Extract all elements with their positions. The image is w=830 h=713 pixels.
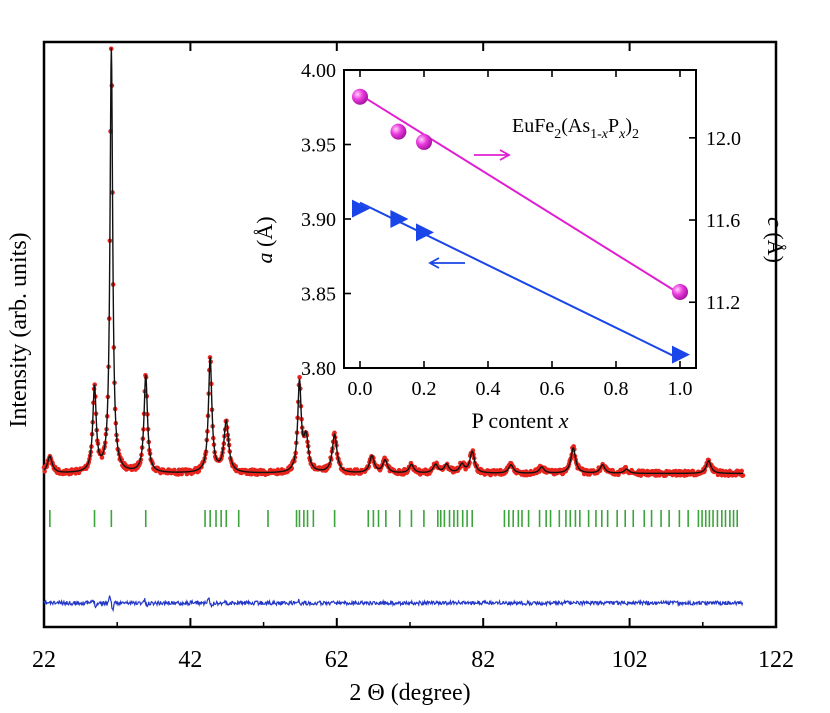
observed-point	[638, 473, 644, 478]
inset-y-tick-label: 3.85	[301, 284, 336, 306]
compound-part-p: P	[608, 115, 619, 137]
inset-y-label-unit: (Å)	[252, 216, 277, 252]
inset-y2-tick-label: 11.2	[706, 292, 740, 314]
inset-x-tick-label: 0.4	[476, 378, 501, 400]
inset-x-tick-label: 0.8	[604, 378, 629, 400]
inset-compound-label: EuFe2(As1-xPx)2	[512, 115, 639, 142]
inset-y-tick-label: 3.90	[301, 209, 336, 231]
inset-series-group	[352, 88, 690, 364]
compound-sub-4: 2	[632, 127, 639, 142]
inset-point-a	[390, 210, 409, 228]
inset-fit-line-c	[359, 93, 681, 295]
inset-point-c	[390, 123, 407, 140]
main-series-group	[41, 46, 746, 613]
bragg-ticks-group	[49, 510, 739, 527]
compound-sub-1: 2	[554, 127, 561, 142]
compound-sub-2: 1-	[590, 127, 602, 142]
inset-point-c	[672, 283, 688, 300]
arrow-c-head-icon	[499, 149, 511, 161]
calculated-line	[43, 47, 744, 475]
main-x-tick-label: 82	[471, 647, 495, 673]
compound-part-mid: (As	[561, 115, 590, 137]
inset-x-label-text: P content	[472, 408, 559, 433]
main-x-tick-label: 22	[32, 647, 56, 673]
inset-y2-label-var: c	[763, 217, 788, 227]
inset-point-a	[352, 199, 370, 218]
inset-x-tick-label: 0.0	[348, 378, 373, 400]
arrow-a-axis-group	[428, 257, 465, 269]
main-x-axis-label: 2 Θ (degree)	[349, 680, 470, 706]
main-y-axis-label: Intensity (arb. units)	[6, 232, 32, 427]
compound-sub-3: x	[618, 127, 626, 142]
inset-y2-label-unit: (Å)	[763, 227, 788, 263]
inset-y2-tick-label: 12.0	[706, 128, 741, 150]
inset-x-tick-label: 0.2	[412, 378, 437, 400]
inset-point-a	[416, 223, 434, 242]
main-x-tick-label: 122	[758, 647, 794, 673]
arrow-c-axis-group	[474, 149, 511, 161]
inset-y-axis-label: a (Å)	[252, 216, 277, 263]
observed-point	[332, 430, 337, 436]
compound-part-base: EuFe	[512, 115, 554, 137]
observed-point	[99, 455, 105, 460]
difference-line	[43, 595, 744, 613]
inset-x-label-var: x	[558, 408, 569, 433]
inset-axes-group: 0.0 0.2 0.4 0.6 0.8 1.0 3.80 3.85 3.90 3.95 4.00 11…	[301, 60, 741, 400]
main-x-tick-label: 102	[612, 647, 648, 673]
inset-y2-axis-label: c (Å)	[763, 217, 788, 263]
observed-point	[740, 473, 746, 478]
observed-point	[297, 375, 302, 380]
main-axes-group: 22 42 62 82 102 122	[32, 42, 794, 673]
inset-point-c	[416, 133, 432, 150]
inset-fit-line-a	[359, 201, 681, 360]
inset-x-tick-label: 0.6	[540, 378, 565, 400]
observed-point	[172, 467, 177, 473]
inset-y-tick-label: 3.80	[301, 358, 336, 380]
inset-x-tick-label: 1.0	[668, 378, 693, 400]
observed-point	[739, 468, 744, 474]
inset-y-label-var: a	[252, 253, 277, 264]
compound-part-close: )	[625, 115, 632, 137]
inset-y-tick-label: 3.95	[301, 135, 336, 157]
main-x-tick-label: 62	[325, 647, 349, 673]
main-x-tick-label: 42	[178, 647, 202, 673]
inset-y2-tick-label: 11.6	[706, 210, 740, 232]
observed-point	[42, 469, 47, 474]
arrow-a-head-icon	[428, 257, 440, 269]
observed-point	[416, 467, 422, 472]
compound-sub-2-italic: x	[601, 127, 609, 142]
observed-point	[179, 471, 184, 477]
inset-point-c	[352, 88, 368, 105]
inset-y-tick-label: 4.00	[301, 60, 336, 82]
inset-point-a	[672, 345, 690, 364]
inset-x-axis-label: P content x	[472, 408, 569, 433]
